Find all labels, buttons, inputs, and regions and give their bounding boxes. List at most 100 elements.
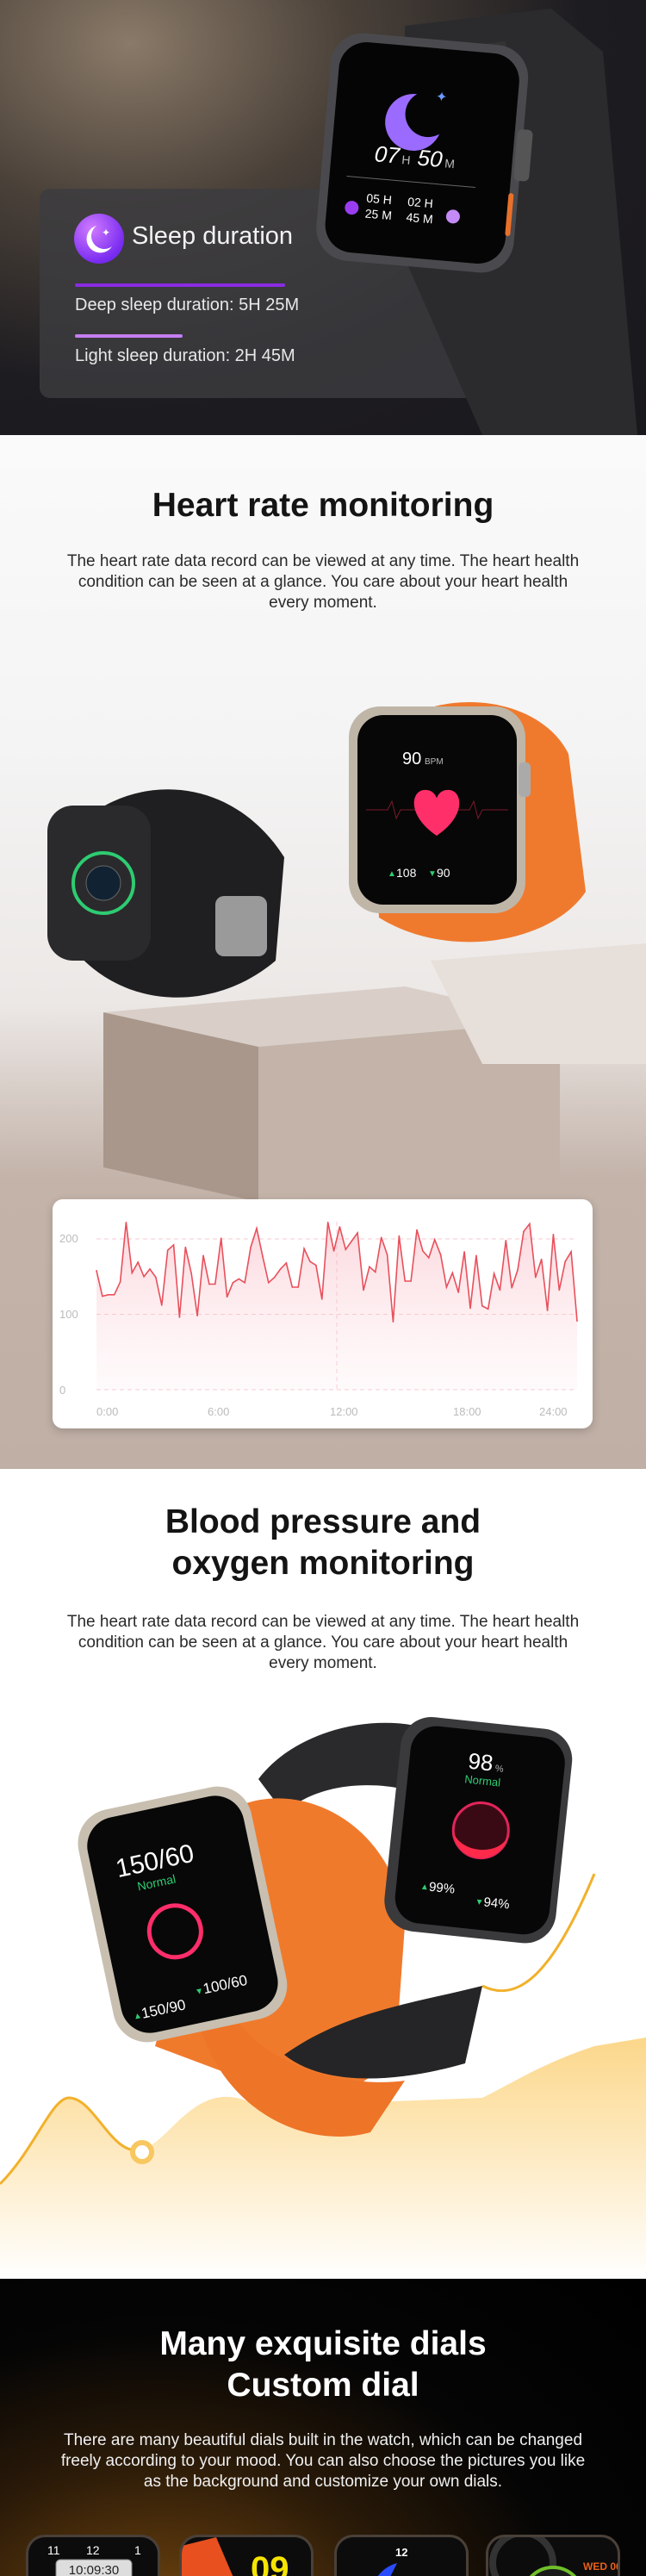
bpm-value: 90 [402, 750, 421, 768]
data-point [172, 1244, 175, 1246]
data-point [499, 1289, 501, 1291]
data-point [570, 1251, 572, 1253]
bp-gauge [146, 1903, 203, 1960]
x-tick-12: 12:00 [330, 1405, 358, 1418]
bpm-unit: BPM [425, 757, 444, 767]
svg-text:▲: ▲ [388, 869, 396, 879]
data-point [540, 1258, 543, 1260]
data-point [285, 1262, 288, 1264]
data-point [493, 1272, 495, 1275]
min-bpm: 90 [437, 866, 450, 880]
data-point [297, 1286, 300, 1288]
data-point [416, 1229, 418, 1231]
y-tick-200: 200 [59, 1232, 78, 1245]
title-line-1: Blood pressure and [165, 1503, 481, 1540]
light-hours: 02 H [407, 195, 434, 211]
dial-thumbnail-1[interactable]: 11 12 1 10:09:30 [26, 2535, 160, 2576]
data-point [220, 1237, 222, 1239]
data-point [178, 1316, 181, 1318]
data-point [119, 1281, 121, 1283]
data-point [487, 1308, 489, 1310]
heart-watch-illustration: 90 BPM ▲ 108 ▼ 90 [47, 702, 646, 1202]
data-point [392, 1321, 394, 1323]
data-point [445, 1286, 448, 1288]
data-point [552, 1233, 555, 1235]
bp-watch-illustration: 150/60 Normal ▲ 150/90 ▼ 100/60 98 % Nor… [0, 1717, 646, 2279]
spo2-status: Normal [464, 1772, 501, 1789]
data-point [564, 1260, 567, 1263]
data-point [469, 1307, 471, 1310]
svg-text:▲: ▲ [133, 2011, 143, 2022]
data-point [196, 1315, 198, 1317]
data-point [309, 1260, 311, 1263]
title-line-2: Custom dial [227, 2367, 419, 2404]
light-sleep-bar [75, 334, 183, 338]
x-tick-24: 24:00 [539, 1405, 568, 1418]
data-point [125, 1221, 127, 1223]
data-point [345, 1248, 347, 1251]
dials-section: Many exquisite dials Custom dial There a… [0, 2279, 646, 2576]
data-point [481, 1305, 483, 1307]
heart-rate-title: Heart rate monitoring [152, 487, 494, 524]
heart-rate-section: Heart rate monitoring The heart rate dat… [0, 435, 646, 1469]
sleep-duration-title: Sleep duration [132, 222, 294, 250]
data-point [546, 1310, 549, 1311]
data-point [386, 1254, 388, 1256]
dial-number-1: 1 [134, 2543, 141, 2557]
data-point [214, 1283, 216, 1285]
data-point [131, 1272, 134, 1274]
max-bpm: 108 [396, 866, 417, 880]
dial-time: 10:09:30 [69, 2563, 119, 2576]
heart-icon [413, 789, 460, 836]
spo2-low: 94% [483, 1895, 511, 1912]
sleep-hours: 07 [374, 140, 402, 169]
svg-text:▼: ▼ [195, 1987, 205, 1998]
data-point [202, 1254, 204, 1257]
data-point [451, 1272, 454, 1274]
light-sleep-text: Light sleep duration: 2H 45M [75, 346, 295, 365]
data-point [576, 1320, 578, 1322]
dial-hour: 09 [251, 2550, 289, 2576]
spo2-value: 98 [467, 1748, 494, 1776]
data-point [291, 1286, 294, 1288]
heart-rate-chart-card: 200 100 0 0:00 6:00 12:00 18:00 24:00 [53, 1199, 593, 1428]
data-point [475, 1254, 477, 1257]
data-point [523, 1230, 525, 1233]
data-point [166, 1249, 169, 1251]
dial-thumbnail-4[interactable]: WED 06 [486, 2535, 620, 2576]
data-point [273, 1276, 276, 1279]
data-point [149, 1268, 151, 1270]
data-point [427, 1257, 430, 1259]
data-point [190, 1272, 193, 1275]
data-point [339, 1226, 341, 1228]
dial-thumbnail-2[interactable]: 09 [179, 2535, 314, 2576]
data-point [505, 1239, 507, 1241]
heart-rate-description: The heart rate data record can be viewed… [66, 552, 580, 612]
dial-number-12: 12 [395, 2546, 407, 2559]
moon-icon [445, 209, 460, 224]
heart-rate-area [96, 1222, 577, 1390]
sleep-section: ✦ 07 H 50 M 05 H 25 M 02 H 45 M ✦ Sleep … [0, 0, 646, 435]
data-point [262, 1255, 264, 1257]
data-point [357, 1232, 358, 1234]
dial-thumbnail-3[interactable]: 12 [334, 2535, 469, 2576]
svg-text:▼: ▼ [475, 1897, 484, 1907]
svg-text:▲: ▲ [419, 1882, 429, 1893]
dials-description: There are many beautiful dials built in … [60, 2431, 586, 2491]
data-point [155, 1276, 157, 1279]
dial-number-12: 12 [86, 2543, 100, 2557]
dial-number-11: 11 [47, 2543, 60, 2557]
heart-rate-chart: 200 100 0 0:00 6:00 12:00 18:00 24:00 [59, 1221, 578, 1418]
data-point [137, 1261, 140, 1263]
data-point [107, 1293, 109, 1296]
dials-title: Many exquisite dials Custom dial [0, 2324, 646, 2406]
data-point [238, 1278, 240, 1280]
data-point [463, 1251, 465, 1253]
data-point [256, 1227, 258, 1229]
data-point [457, 1291, 460, 1293]
data-point [374, 1271, 376, 1273]
deep-minutes: 25 M [364, 207, 392, 223]
data-point [232, 1281, 234, 1284]
data-point [143, 1275, 145, 1278]
data-point [102, 1295, 103, 1297]
